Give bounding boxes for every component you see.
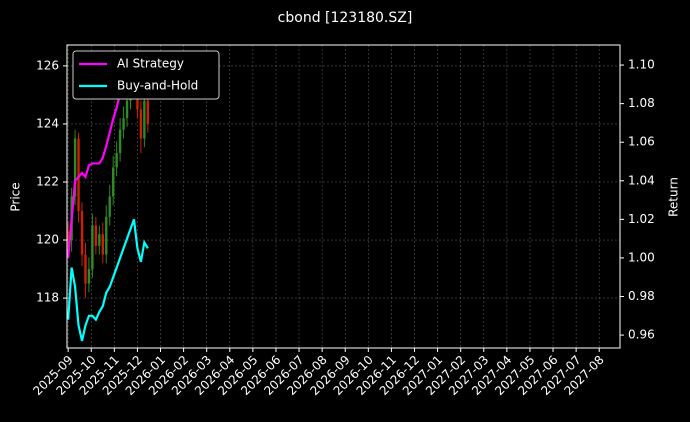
y-tick-label: 118 [36, 291, 59, 305]
candle-body [118, 129, 122, 153]
candle-body [125, 100, 129, 119]
candle-body [80, 211, 84, 255]
y2-tick-label: 1.10 [628, 58, 655, 72]
y2-tick-label: 1.08 [628, 96, 655, 110]
candle-body [73, 138, 77, 197]
legend-label: Buy-and-Hold [117, 79, 198, 93]
candle-body [115, 152, 118, 168]
candle-body [84, 254, 87, 284]
legend-box [72, 50, 220, 100]
candle-body [77, 138, 80, 212]
candle-body [91, 225, 94, 270]
y2-tick-label: 1.02 [628, 212, 655, 226]
y2-tick-label: 1.04 [628, 173, 655, 187]
candle-body [98, 234, 101, 246]
return-line [67, 218, 149, 342]
candle-body [87, 269, 91, 284]
y-tick-label: 120 [36, 233, 59, 247]
y2-tick-label: 1.06 [628, 135, 655, 149]
y2-tick-label: 0.96 [628, 328, 655, 342]
candle-body [66, 231, 70, 241]
y-tick-label: 124 [36, 116, 59, 130]
candle-body [108, 196, 111, 217]
candle-body [101, 234, 104, 255]
y2-tick-label: 0.98 [628, 289, 655, 303]
chart-title: cbond [123180.SZ] [278, 10, 413, 26]
legend-label: AI Strategy [117, 57, 184, 71]
plot-frame [66, 44, 621, 349]
y2-axis-label: Return [667, 177, 681, 217]
y-axis-label: Price [9, 182, 23, 211]
candle-body [122, 118, 125, 130]
candle-body [105, 216, 108, 255]
y2-tick-label: 1.00 [628, 250, 655, 264]
candle-body [146, 100, 150, 124]
candle-body [139, 109, 143, 139]
candle-body [111, 167, 115, 197]
y-tick-label: 122 [36, 174, 59, 188]
candle-body [143, 100, 146, 139]
y-tick-label: 126 [36, 58, 59, 72]
candle-body [94, 225, 98, 246]
